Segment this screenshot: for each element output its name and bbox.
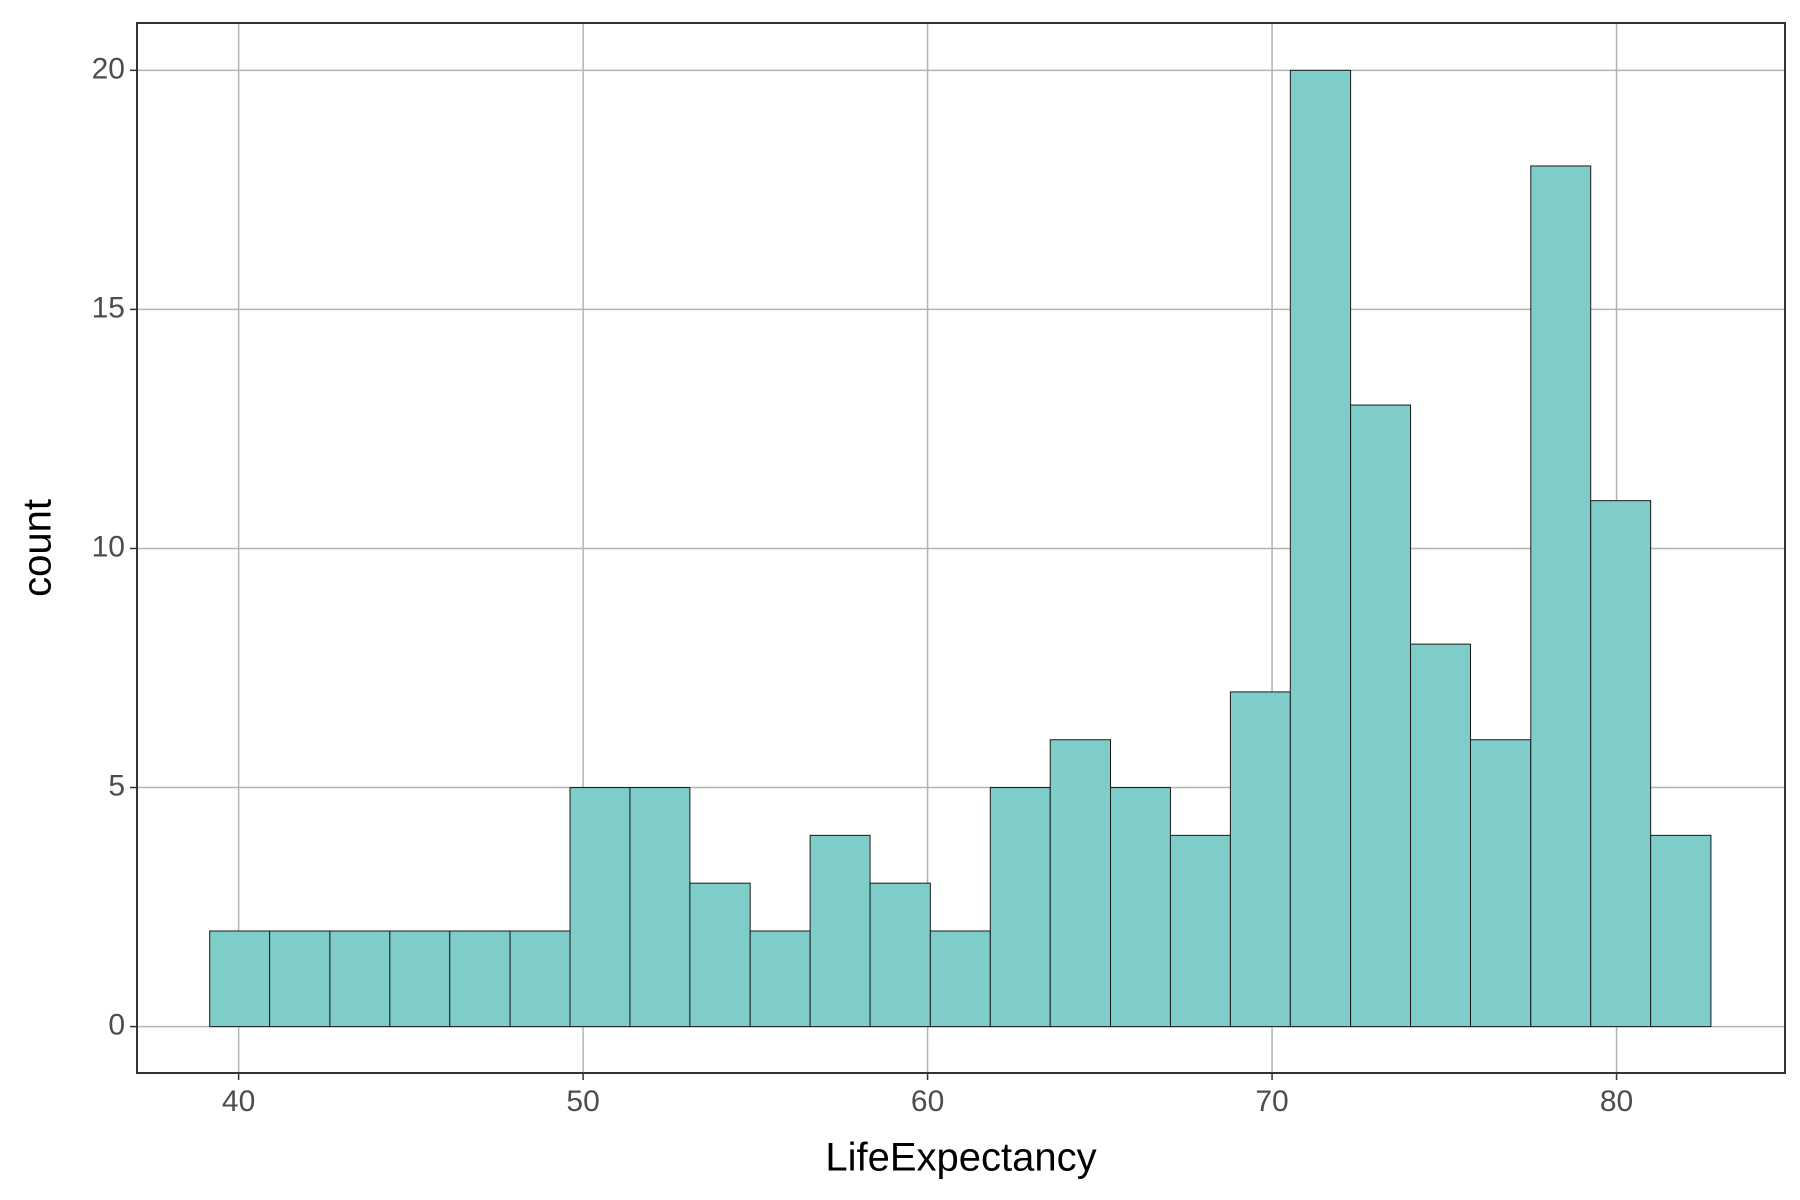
bar [269,930,331,1028]
bar [989,787,1051,1028]
bar [209,930,271,1028]
bar [1650,834,1712,1028]
y-tick-label: 5 [108,769,125,802]
bar [509,930,571,1028]
x-tick-label: 80 [1600,1085,1633,1118]
bar [569,787,631,1028]
y-tick-label: 10 [92,530,125,563]
bar [629,787,691,1028]
plot-border [136,22,1786,1074]
bar [1350,404,1412,1028]
bar [1049,739,1112,1028]
x-tick-label: 70 [1255,1085,1288,1118]
x-tick-label: 60 [911,1085,944,1118]
y-tick-label: 0 [108,1009,125,1042]
x-axis-title: LifeExpectancy [825,1136,1096,1180]
bar [1530,165,1592,1028]
bar [1469,739,1532,1028]
bar [449,930,511,1028]
bar [929,930,991,1028]
bar [1169,834,1231,1028]
bar [809,834,871,1028]
x-tick-label: 50 [566,1085,599,1118]
bar [1229,691,1291,1028]
bar [1289,69,1352,1028]
bar [1590,500,1652,1028]
y-tick-label: 20 [92,52,125,85]
bar [749,930,811,1028]
y-tick-label: 15 [92,291,125,324]
bar [1110,787,1171,1028]
bar [329,930,391,1028]
y-axis-title: count [16,499,60,597]
bar [389,930,451,1028]
bar [869,882,931,1028]
bar [689,882,751,1028]
bar [1410,643,1471,1028]
x-tick-label: 40 [222,1085,255,1118]
